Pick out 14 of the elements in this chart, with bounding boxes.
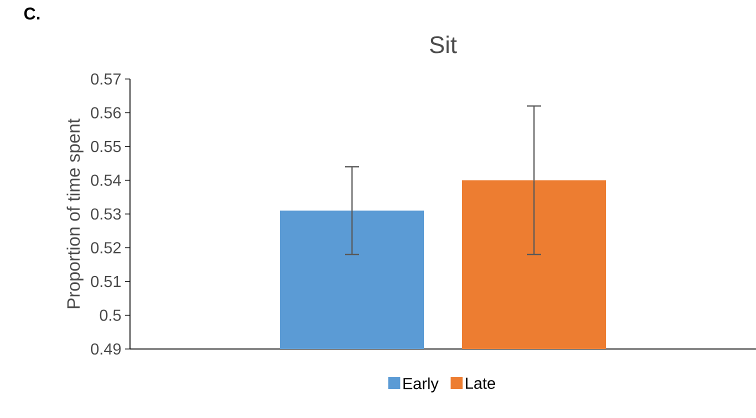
y-tick-label: 0.5 bbox=[100, 310, 121, 321]
legend-label: Late bbox=[466, 378, 496, 389]
y-tick-label: 0.55 bbox=[90, 140, 121, 152]
chart-title: Sit bbox=[430, 36, 457, 54]
y-tick-label: 0.57 bbox=[90, 73, 121, 85]
y-tick-label: 0.51 bbox=[90, 276, 121, 288]
legend-label: Early bbox=[404, 377, 439, 392]
y-axis-title: Proportion of time spent bbox=[66, 118, 84, 308]
y-tick-label: 0.56 bbox=[90, 107, 121, 118]
y-tick-label: 0.54 bbox=[90, 174, 121, 186]
y-tick-label: 0.49 bbox=[90, 343, 121, 355]
text: C. bbox=[24, 8, 40, 20]
y-tick-label: 0.52 bbox=[90, 242, 121, 254]
y-tick-label: 0.53 bbox=[90, 208, 121, 220]
